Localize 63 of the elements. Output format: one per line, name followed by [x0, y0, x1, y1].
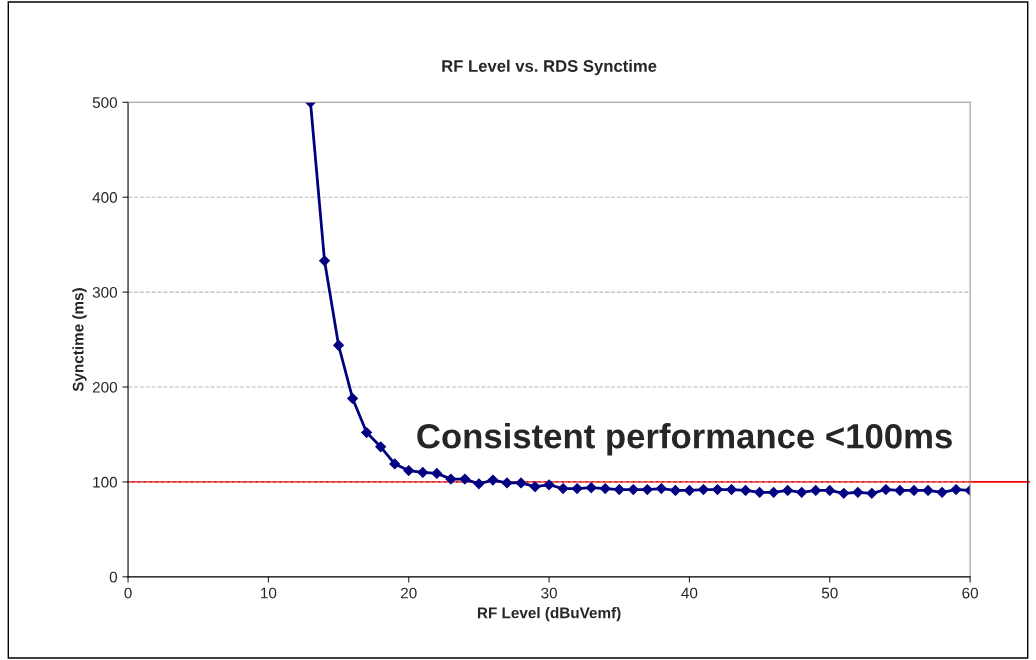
- point: [501, 477, 513, 489]
- x-tick-label: 40: [681, 587, 698, 599]
- point: [599, 483, 611, 495]
- point: [529, 481, 541, 493]
- x-axis-title: RF Level (dBuVemf): [477, 607, 621, 622]
- point: [810, 485, 822, 496]
- point: [669, 485, 681, 496]
- point: [445, 473, 457, 485]
- point: [712, 484, 723, 495]
- point: [796, 486, 808, 498]
- point: [824, 485, 836, 496]
- point: [585, 482, 597, 494]
- x-tick-label: 10: [261, 587, 277, 599]
- point: [740, 485, 751, 496]
- y-tick-label: 100: [93, 476, 118, 488]
- y-tick-label: 500: [92, 97, 118, 108]
- y-axis-title: Synctime (ms): [72, 288, 87, 392]
- point: [768, 486, 780, 498]
- y-tick-label: 0: [109, 571, 118, 583]
- point: [698, 484, 709, 495]
- y-tick-label: 300: [92, 286, 118, 298]
- point: [894, 485, 906, 496]
- point: [950, 484, 962, 495]
- point: [459, 473, 471, 485]
- point: [754, 486, 766, 498]
- point: [487, 474, 499, 486]
- point: [515, 477, 527, 489]
- y-tick-label: 400: [92, 192, 118, 203]
- point: [641, 484, 653, 495]
- point: [431, 467, 443, 479]
- x-tick-label: 30: [541, 587, 557, 599]
- point: [417, 467, 429, 478]
- x-tick-label: 0: [124, 587, 132, 599]
- point: [880, 484, 892, 495]
- x-tick-label: 50: [821, 587, 838, 599]
- chart-title: RF Level vs. RDS Synctime: [442, 59, 657, 76]
- point: [838, 487, 850, 499]
- point: [361, 427, 373, 439]
- point: [571, 483, 583, 495]
- point: [627, 484, 639, 495]
- point: [782, 485, 794, 496]
- point: [908, 485, 920, 496]
- point: [543, 479, 555, 491]
- point: [557, 483, 569, 495]
- point: [319, 255, 330, 267]
- annotation: Consistent performance <100ms: [417, 423, 952, 456]
- point: [852, 486, 864, 498]
- point: [936, 486, 948, 498]
- point: [375, 441, 387, 453]
- point: [347, 392, 359, 404]
- point: [683, 485, 695, 496]
- point: [726, 484, 737, 495]
- point: [613, 484, 625, 495]
- point: [473, 478, 485, 490]
- point: [922, 485, 934, 496]
- point: [333, 339, 344, 351]
- point: [403, 465, 415, 476]
- x-tick-label: 20: [401, 587, 417, 599]
- x-tick-label: 60: [962, 587, 979, 599]
- point: [655, 483, 667, 495]
- y-tick-label: 200: [92, 381, 118, 393]
- point: [866, 487, 878, 499]
- point: [389, 458, 401, 470]
